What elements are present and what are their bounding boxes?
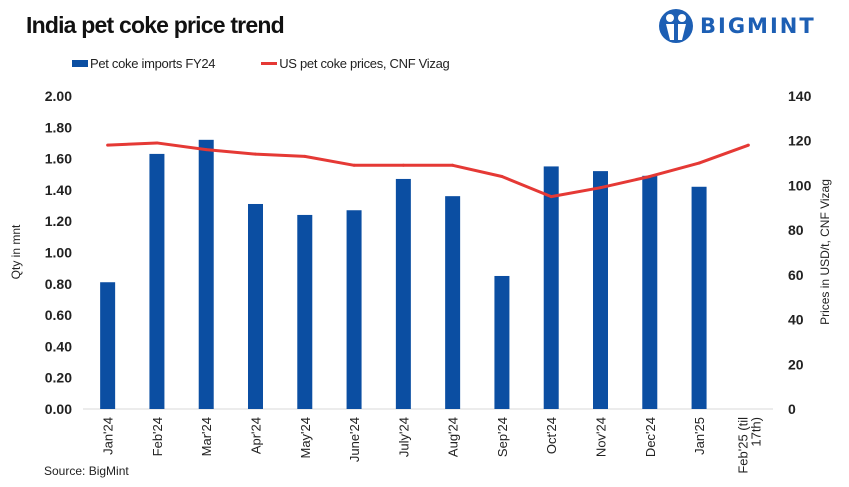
chart-title: India pet coke price trend xyxy=(26,12,285,38)
y-right-tick-label: 20 xyxy=(788,356,804,372)
line-point-price xyxy=(648,174,652,178)
line-point-price xyxy=(254,152,257,156)
y-right-tick-label: 80 xyxy=(788,222,804,238)
y-axis-label: Qty in mnt xyxy=(9,224,23,279)
logo-text: BIGMINT xyxy=(700,14,816,38)
x-tick-label: Nov'24 xyxy=(594,417,609,457)
y-right-axis-label: Prices in USD/t, CNF Vizag xyxy=(818,179,832,325)
bar-imports xyxy=(593,171,608,409)
legend-label-imports: Pet coke imports FY24 xyxy=(90,56,216,71)
line-point-price xyxy=(106,143,110,147)
line-point-price xyxy=(599,186,602,190)
y-tick-label: 2.00 xyxy=(45,88,72,104)
x-tick-label: June'24 xyxy=(347,417,362,462)
y-tick-label: 0.40 xyxy=(45,338,72,354)
line-point-price xyxy=(352,163,356,167)
y-tick-label: 1.20 xyxy=(45,213,72,229)
bigmint-logo-icon xyxy=(659,9,693,43)
x-tick-label: Jan'24 xyxy=(101,417,116,455)
source-note: Source: BigMint xyxy=(44,464,129,478)
legend-swatch-line xyxy=(261,62,278,65)
y-tick-label: 0.60 xyxy=(45,307,72,323)
y-tick-label: 1.60 xyxy=(45,151,72,167)
line-point-price xyxy=(549,195,553,199)
bar-imports xyxy=(297,214,313,409)
bar-imports xyxy=(642,175,658,409)
bar-imports xyxy=(691,186,707,409)
y-right-tick-label: 140 xyxy=(788,88,812,104)
line-prices xyxy=(107,141,749,199)
line-point-price xyxy=(303,154,307,158)
bar-imports xyxy=(100,282,116,409)
x-tick-label: July'24 xyxy=(396,417,411,457)
line-point-price xyxy=(500,174,504,178)
y-right-tick-label: 60 xyxy=(788,267,804,283)
x-tick-label: Mar'24 xyxy=(199,417,214,456)
y-right-tick-label: 0 xyxy=(788,401,796,417)
bar-imports xyxy=(543,166,559,409)
bigmint-logo: BIGMINT xyxy=(658,8,816,44)
y-tick-label: 1.80 xyxy=(45,119,72,135)
y-tick-label: 0.80 xyxy=(45,276,72,292)
line-point-price xyxy=(697,161,701,165)
line-point-price xyxy=(155,141,159,145)
y-tick-label: 1.40 xyxy=(45,182,72,198)
x-tick-label: Apr'24 xyxy=(249,417,264,454)
bar-imports xyxy=(149,153,165,409)
line-point-price xyxy=(451,163,455,167)
y-tick-label: 1.00 xyxy=(45,245,72,261)
legend-swatch-bar xyxy=(72,60,88,67)
bar-imports xyxy=(494,275,510,409)
x-tick-label: Sep'24 xyxy=(495,417,510,457)
line-point-price xyxy=(401,163,405,167)
x-tick-label: Feb'25 (til 17th) xyxy=(735,417,763,474)
bar-imports xyxy=(248,203,263,409)
x-tick-label: Dec'24 xyxy=(643,417,658,457)
y-right-tick-label: 120 xyxy=(788,133,812,149)
x-tick-label: Jan'25 xyxy=(692,417,707,455)
legend-label-prices: US pet coke prices, CNF Vizag xyxy=(279,56,450,71)
x-tick-label: Oct'24 xyxy=(544,417,559,454)
y-tick-label: 0.00 xyxy=(45,401,72,417)
x-tick-label: Aug'24 xyxy=(446,417,461,457)
legend: Pet coke imports FY24 US pet coke prices… xyxy=(72,56,450,71)
bar-imports xyxy=(395,178,411,409)
x-tick-label: Feb'24 xyxy=(150,417,165,456)
y-right-tick-label: 100 xyxy=(788,177,812,193)
y-tick-label: 0.20 xyxy=(45,370,72,386)
bar-imports xyxy=(198,139,214,409)
line-point-price xyxy=(746,143,750,147)
bar-imports xyxy=(445,196,461,409)
y-right-tick-label: 40 xyxy=(788,312,804,328)
x-tick-label: May'24 xyxy=(298,417,313,459)
bar-imports xyxy=(346,210,362,409)
line-point-price xyxy=(204,148,208,152)
